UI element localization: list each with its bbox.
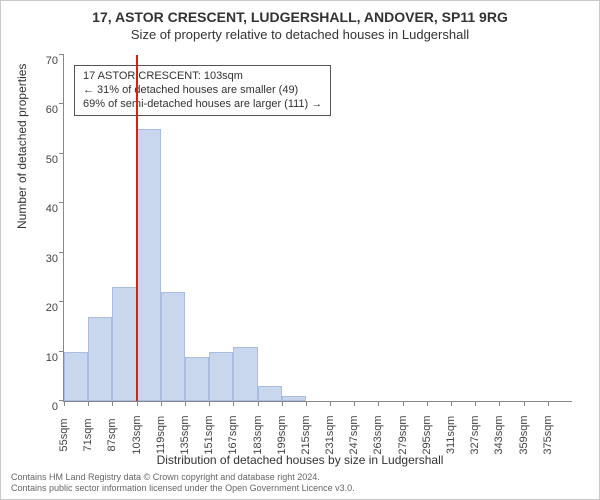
y-tick-label: 20	[30, 302, 58, 314]
histogram-bar	[88, 317, 112, 401]
y-tick-label: 30	[30, 253, 58, 265]
y-tick-label: 70	[30, 55, 58, 67]
footer-line1: Contains HM Land Registry data © Crown c…	[11, 472, 355, 482]
x-tick-mark	[475, 401, 476, 406]
x-tick-label: 375sqm	[542, 415, 554, 454]
x-tick-label: 311sqm	[445, 416, 457, 454]
x-tick-label: 183sqm	[252, 415, 264, 454]
x-tick-mark	[258, 401, 259, 406]
chart-title-line1: 17, ASTOR CRESCENT, LUDGERSHALL, ANDOVER…	[1, 9, 599, 25]
x-tick-label: 87sqm	[106, 418, 118, 451]
x-tick-mark	[354, 401, 355, 406]
reference-callout: 17 ASTOR CRESCENT: 103sqm ← 31% of detac…	[74, 65, 331, 116]
reference-line	[136, 55, 138, 401]
y-axis-label: Number of detached properties	[15, 64, 29, 229]
y-tick-mark	[59, 301, 64, 302]
x-tick-label: 359sqm	[518, 415, 530, 454]
x-tick-mark	[427, 401, 428, 406]
x-tick-mark	[548, 401, 549, 406]
histogram-bar	[258, 386, 282, 401]
x-tick-mark	[499, 401, 500, 406]
x-tick-label: 263sqm	[372, 415, 384, 454]
y-tick-mark	[59, 202, 64, 203]
x-tick-mark	[112, 401, 113, 406]
plot-area: 17 ASTOR CRESCENT: 103sqm ← 31% of detac…	[63, 55, 572, 402]
y-tick-label: 0	[30, 401, 58, 413]
x-tick-mark	[282, 401, 283, 406]
histogram-bar	[282, 396, 306, 401]
x-tick-label: 247sqm	[348, 415, 360, 454]
x-tick-mark	[403, 401, 404, 406]
x-tick-mark	[209, 401, 210, 406]
x-tick-mark	[451, 401, 452, 406]
x-tick-mark	[330, 401, 331, 406]
x-tick-label: 71sqm	[82, 418, 94, 451]
x-tick-label: 167sqm	[227, 415, 239, 454]
footer-line2: Contains public sector information licen…	[11, 483, 355, 493]
x-tick-mark	[137, 401, 138, 406]
histogram-bar	[112, 287, 136, 401]
x-tick-mark	[185, 401, 186, 406]
histogram-bar	[185, 357, 209, 401]
x-tick-label: 327sqm	[469, 415, 481, 454]
y-tick-label: 50	[30, 154, 58, 166]
histogram-bar	[209, 352, 233, 401]
x-tick-mark	[524, 401, 525, 406]
histogram-bar	[233, 347, 257, 401]
x-tick-label: 119sqm	[155, 416, 167, 454]
callout-line3: 69% of semi-detached houses are larger (…	[83, 98, 322, 112]
x-tick-label: 295sqm	[421, 415, 433, 454]
chart-frame: 17, ASTOR CRESCENT, LUDGERSHALL, ANDOVER…	[0, 0, 600, 500]
histogram-bar	[161, 292, 185, 401]
callout-line1: 17 ASTOR CRESCENT: 103sqm	[83, 70, 322, 84]
x-tick-label: 151sqm	[203, 415, 215, 454]
callout-line2: ← 31% of detached houses are smaller (49…	[83, 84, 322, 98]
y-tick-mark	[59, 54, 64, 55]
x-tick-label: 199sqm	[276, 415, 288, 454]
x-tick-mark	[233, 401, 234, 406]
y-tick-mark	[59, 153, 64, 154]
x-tick-label: 231sqm	[324, 415, 336, 454]
x-axis-label: Distribution of detached houses by size …	[1, 453, 599, 467]
x-tick-mark	[161, 401, 162, 406]
y-tick-label: 10	[30, 352, 58, 364]
y-tick-label: 40	[30, 203, 58, 215]
x-tick-label: 279sqm	[397, 415, 409, 454]
footer: Contains HM Land Registry data © Crown c…	[11, 472, 355, 493]
x-tick-label: 343sqm	[493, 415, 505, 454]
x-tick-label: 135sqm	[179, 415, 191, 454]
x-tick-mark	[378, 401, 379, 406]
chart-title-line2: Size of property relative to detached ho…	[1, 27, 599, 42]
y-tick-mark	[59, 252, 64, 253]
x-tick-label: 215sqm	[300, 415, 312, 454]
histogram-bar	[137, 129, 161, 401]
y-tick-mark	[59, 103, 64, 104]
x-tick-label: 103sqm	[131, 415, 143, 454]
x-tick-mark	[64, 401, 65, 406]
x-tick-mark	[88, 401, 89, 406]
y-tick-label: 60	[30, 104, 58, 116]
x-tick-mark	[306, 401, 307, 406]
x-tick-label: 55sqm	[58, 418, 70, 451]
histogram-bar	[64, 352, 88, 401]
